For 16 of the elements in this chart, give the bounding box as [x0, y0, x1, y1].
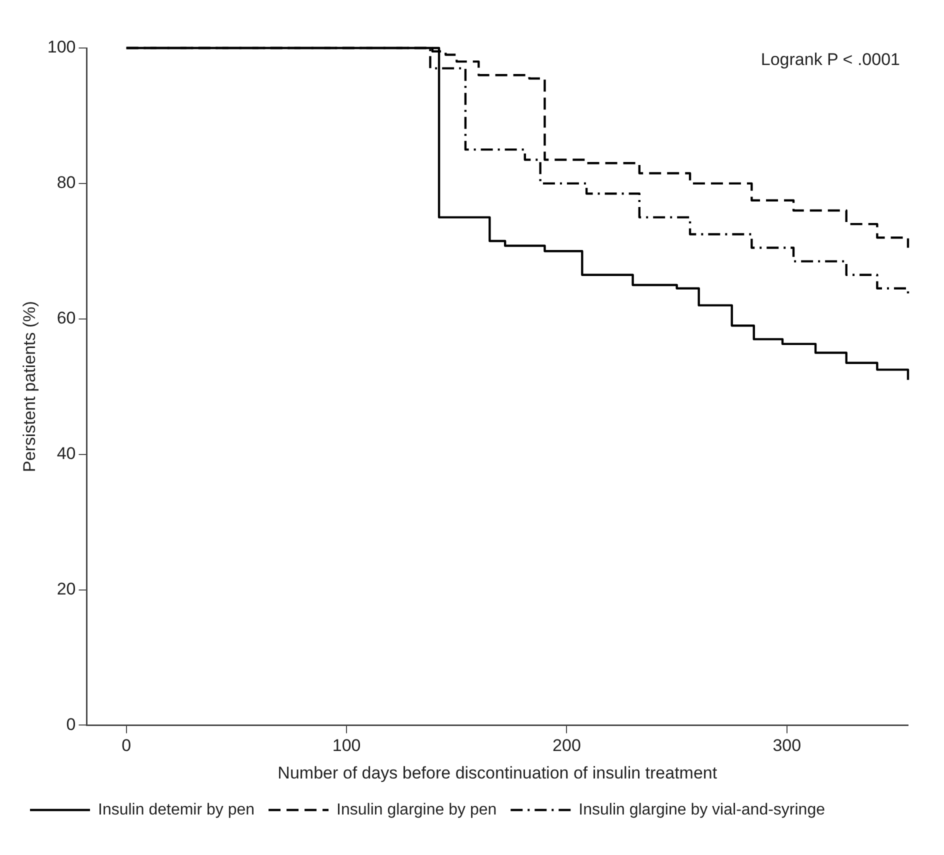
legend-label: Insulin glargine by pen: [336, 801, 497, 818]
x-axis-title: Number of days before discontinuation of insulin treatment: [278, 763, 718, 782]
x-tick-label: 100: [332, 736, 361, 756]
y-tick-label: 0: [66, 714, 76, 734]
legend-label: Insulin detemir by pen: [98, 801, 255, 818]
y-tick-label: 40: [56, 444, 76, 464]
y-tick-label: 20: [56, 579, 76, 598]
y-axis-title: Persistent patients (%): [20, 301, 39, 472]
annotation: Logrank P < .0001: [760, 50, 900, 70]
x-tick-label: 0: [122, 736, 132, 756]
x-tick-label: 200: [552, 736, 581, 756]
legend-label: Insulin glargine by vial-and-syringe: [578, 801, 826, 818]
x-tick-label: 300: [772, 736, 802, 756]
y-tick-label: 60: [56, 308, 76, 328]
y-tick-label: 100: [47, 38, 76, 57]
y-tick-label: 80: [56, 173, 76, 192]
